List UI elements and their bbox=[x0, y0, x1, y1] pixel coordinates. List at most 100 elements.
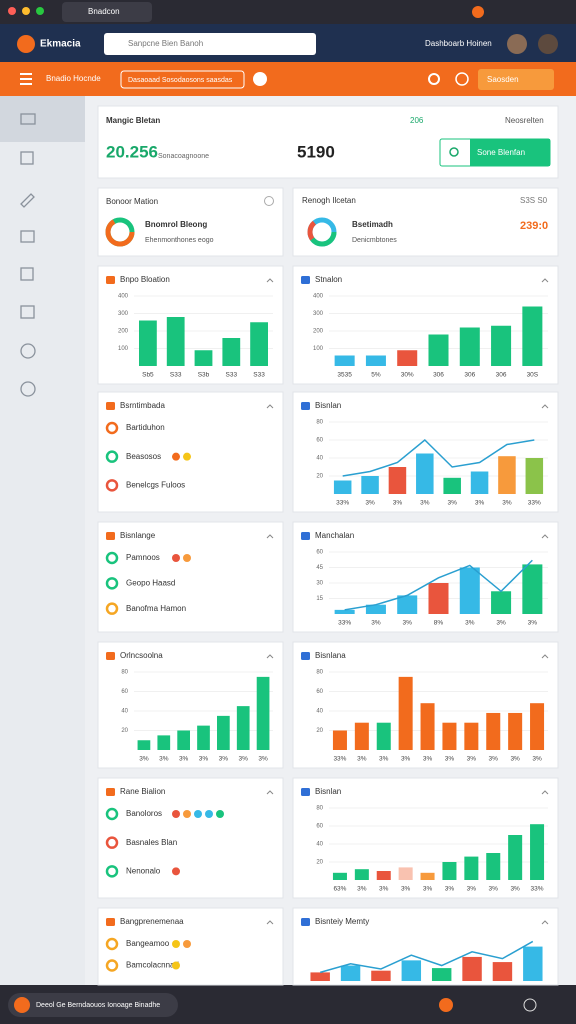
y-tick-label: 20 bbox=[316, 728, 323, 734]
toolbar-title: Bnadio Hocnde bbox=[46, 74, 101, 83]
x-tick-label: 3% bbox=[401, 756, 411, 763]
x-tick-label: 3% bbox=[447, 500, 457, 507]
item-icon bbox=[105, 959, 119, 972]
summary-note: Sonacoagnoone bbox=[158, 153, 209, 160]
bar bbox=[486, 853, 501, 880]
dock-icon[interactable] bbox=[439, 998, 453, 1012]
item-icon bbox=[105, 937, 119, 951]
panel-icon bbox=[301, 788, 310, 796]
x-tick-label: 3% bbox=[179, 756, 189, 763]
search-icon bbox=[449, 147, 459, 157]
bar bbox=[340, 965, 361, 981]
bar bbox=[508, 712, 523, 750]
bar bbox=[498, 456, 516, 494]
filter-text: Dasaoaad Sosodaosons saasdas bbox=[128, 77, 233, 84]
y-tick-label: 200 bbox=[313, 329, 324, 335]
ext-icon[interactable] bbox=[472, 6, 484, 18]
close-dot[interactable] bbox=[8, 7, 16, 15]
sidebar-active[interactable] bbox=[0, 96, 85, 142]
y-tick-label: 400 bbox=[313, 294, 324, 300]
x-tick-label: S33 bbox=[226, 372, 238, 379]
x-tick-label: 3% bbox=[528, 620, 538, 627]
save-button[interactable] bbox=[478, 69, 554, 90]
panel: Bisnteiy Memty bbox=[292, 907, 559, 986]
x-tick-label: 33% bbox=[338, 620, 351, 627]
logo[interactable] bbox=[17, 35, 35, 53]
item-icon bbox=[105, 479, 119, 492]
info-icon[interactable] bbox=[264, 196, 274, 206]
bar bbox=[177, 730, 190, 750]
kpi-card: Bonoor Mation Bnomrol Bleong Ehenmonthon… bbox=[97, 187, 284, 257]
card bbox=[97, 391, 284, 513]
summary-value: 20.256 bbox=[106, 142, 158, 161]
bar bbox=[333, 480, 352, 494]
x-tick-label: 3% bbox=[475, 500, 485, 507]
min-dot[interactable] bbox=[22, 7, 30, 15]
item-icon bbox=[105, 577, 119, 590]
avatar[interactable] bbox=[538, 34, 558, 54]
bar bbox=[371, 970, 391, 981]
info-icon[interactable] bbox=[455, 72, 469, 86]
bar bbox=[442, 722, 457, 750]
brand: Ekmacia bbox=[40, 39, 81, 50]
x-tick-label: 5% bbox=[371, 372, 381, 379]
bar bbox=[525, 458, 544, 494]
summary-tag2: Neosrelten bbox=[505, 116, 544, 125]
x-tick-label: 3% bbox=[258, 756, 268, 763]
y-tick-label: 80 bbox=[316, 670, 323, 676]
x-tick-label: 3% bbox=[467, 756, 477, 763]
y-tick-label: 300 bbox=[118, 311, 129, 317]
dock-icon[interactable] bbox=[523, 998, 537, 1012]
kpi-title: Renogh Ilcetan bbox=[302, 196, 356, 205]
x-tick-label: 3535 bbox=[337, 372, 352, 379]
status-dot bbox=[172, 867, 180, 876]
x-tick-label: S3b bbox=[198, 372, 210, 379]
bar bbox=[334, 609, 355, 614]
x-tick-label: 3% bbox=[371, 620, 381, 627]
status-pill[interactable] bbox=[8, 993, 178, 1017]
tab[interactable] bbox=[62, 2, 152, 22]
filter-box[interactable] bbox=[120, 70, 245, 89]
y-tick-label: 20 bbox=[121, 728, 128, 734]
bar bbox=[139, 320, 157, 366]
x-tick-label: 3% bbox=[139, 756, 149, 763]
avatar[interactable] bbox=[507, 34, 527, 54]
x-tick-label: 3% bbox=[379, 756, 389, 763]
donut bbox=[307, 217, 337, 247]
y-tick-label: 100 bbox=[313, 346, 324, 352]
bar bbox=[376, 871, 391, 880]
search-box[interactable] bbox=[104, 33, 316, 55]
x-tick-label: 3% bbox=[510, 756, 520, 763]
bar bbox=[398, 676, 413, 750]
bar bbox=[365, 604, 386, 614]
settings-icon[interactable] bbox=[428, 73, 440, 85]
bar bbox=[523, 946, 543, 981]
item-label: Basnales Blan bbox=[126, 838, 177, 847]
panel-icon bbox=[106, 532, 115, 540]
collapse-icon bbox=[541, 790, 549, 795]
panel-title: Bisnlange bbox=[120, 531, 156, 540]
kpi-value: 239:0 bbox=[520, 220, 548, 232]
bar bbox=[354, 722, 369, 750]
collapse-icon bbox=[266, 534, 274, 539]
panel-icon bbox=[301, 918, 310, 926]
menu-icon[interactable] bbox=[20, 73, 32, 85]
item-label: Bartiduhon bbox=[126, 423, 165, 432]
max-dot[interactable] bbox=[36, 7, 44, 15]
header-link[interactable]: Dashboarb Hoinen bbox=[425, 39, 492, 48]
status-dot bbox=[172, 452, 180, 461]
card bbox=[97, 521, 284, 633]
status-dot bbox=[183, 940, 191, 948]
status-text: Deeol Ge Berndaouos Ionoage Binadhe bbox=[36, 1002, 160, 1009]
panel-icon bbox=[301, 402, 310, 410]
bar bbox=[137, 740, 151, 750]
donut bbox=[307, 217, 337, 247]
x-tick-label: 3% bbox=[379, 886, 389, 893]
filter-button[interactable] bbox=[253, 72, 267, 86]
panel-icon bbox=[301, 652, 310, 660]
x-tick-label: 3% bbox=[467, 886, 477, 893]
summary-tag: 206 bbox=[410, 116, 424, 125]
collapse-icon bbox=[541, 278, 549, 283]
bar bbox=[157, 735, 171, 750]
y-tick-label: 40 bbox=[121, 709, 128, 715]
